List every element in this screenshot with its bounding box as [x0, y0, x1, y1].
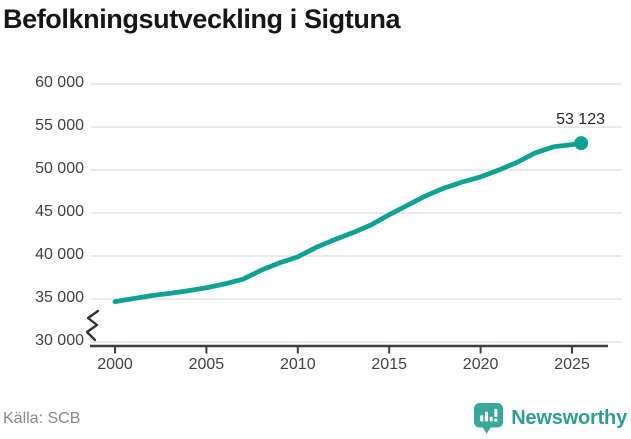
- axis-break-squiggle: [85, 309, 100, 342]
- x-tick-label: 2010: [280, 356, 316, 373]
- source-caption: Källa: SCB: [3, 410, 81, 427]
- x-tick-label: 2005: [188, 356, 225, 373]
- x-tick-label: 2020: [462, 356, 499, 373]
- y-tick-label: 30 000: [35, 332, 84, 349]
- y-tick-label: 35 000: [35, 289, 84, 306]
- y-tick-label: 55 000: [35, 117, 84, 134]
- y-tick-label: 60 000: [35, 74, 84, 91]
- x-tick-label: 2000: [97, 356, 133, 373]
- y-tick-label: 50 000: [35, 160, 84, 177]
- chart-title: Befolkningsutveckling i Sigtuna: [3, 4, 401, 34]
- y-tick-label: 45 000: [35, 203, 84, 220]
- x-tick-label: 2025: [554, 356, 590, 373]
- latest-point-marker: [574, 136, 589, 151]
- y-tick-label: 40 000: [35, 246, 84, 263]
- newsworthy-wordmark: Newsworthy: [511, 407, 627, 429]
- x-tick-label: 2015: [371, 356, 407, 373]
- newsworthy-logo[interactable]: Newsworthy: [473, 402, 627, 435]
- newsworthy-bubble-chart-icon: [474, 403, 504, 434]
- population-trend-line: [112, 140, 584, 305]
- last-value-label: 53 123: [556, 111, 605, 128]
